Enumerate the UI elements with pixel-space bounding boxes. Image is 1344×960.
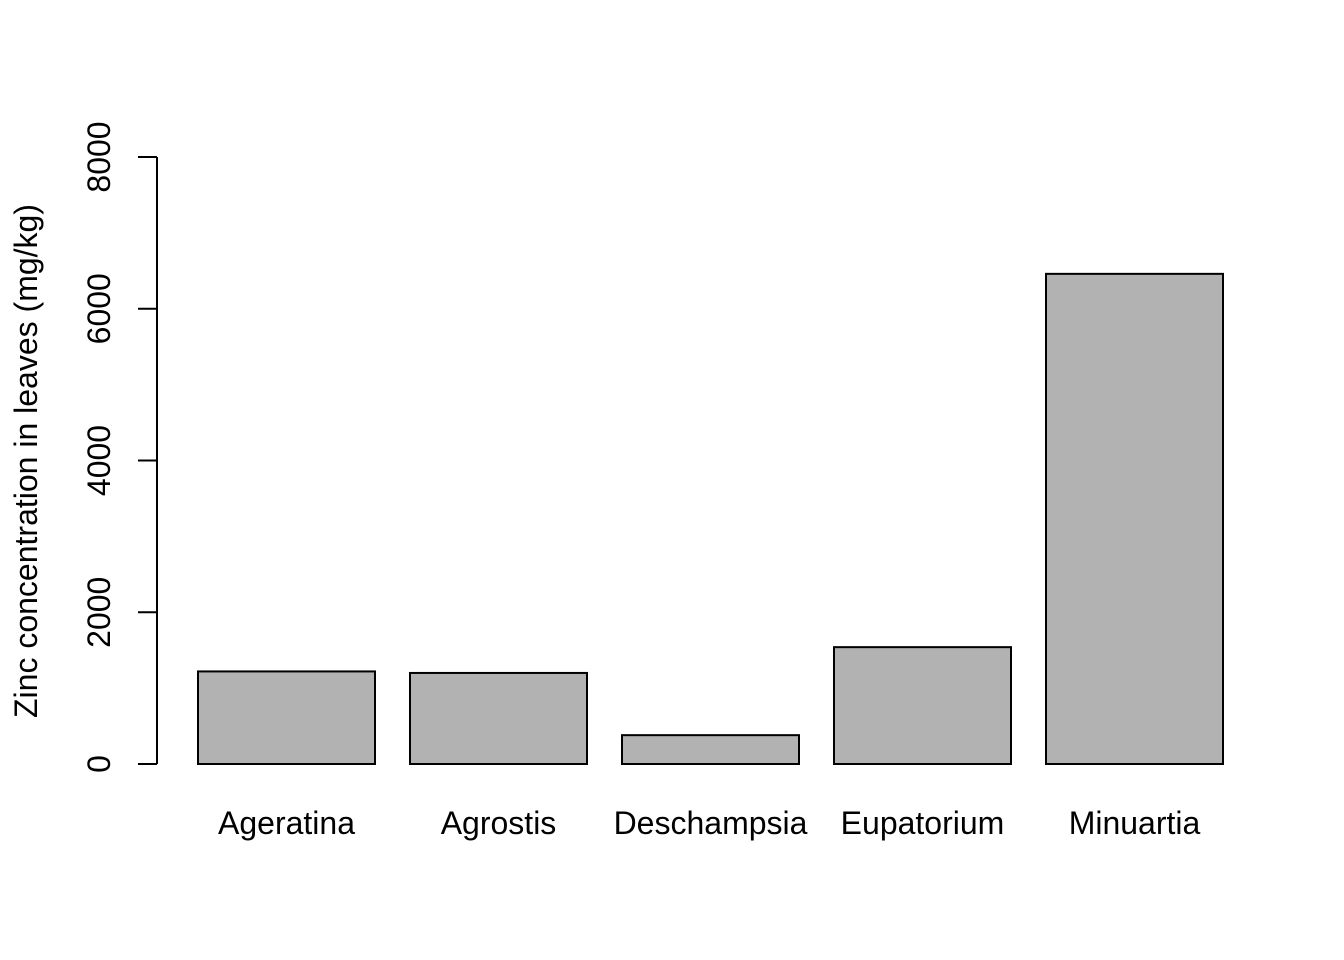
y-tick-label: 6000	[81, 273, 117, 344]
bar-deschampsia	[621, 734, 800, 765]
x-tick-label: Eupatorium	[841, 805, 1005, 841]
bar-eupatorium	[833, 646, 1012, 766]
y-tick-label: 4000	[81, 425, 117, 496]
bar-ageratina	[197, 670, 376, 765]
x-axis-labels: Ageratina Agrostis Deschampsia Eupatorium Mi…	[218, 805, 1201, 841]
y-axis-label: Zinc concentration in leaves (mg/kg)	[8, 204, 44, 718]
x-tick-label: Agrostis	[441, 805, 557, 841]
x-tick-label: Deschampsia	[614, 805, 808, 841]
y-axis: 0 2000 4000 6000 8000	[81, 121, 158, 773]
y-tick-label: 0	[81, 755, 117, 773]
bar-agrostis	[409, 671, 588, 766]
x-tick-label: Ageratina	[218, 805, 355, 841]
y-tick-label: 8000	[81, 121, 117, 192]
bars	[197, 272, 1224, 766]
bar-minuartia	[1045, 272, 1224, 765]
y-tick-label: 2000	[81, 577, 117, 648]
x-tick-label: Minuartia	[1069, 805, 1201, 841]
